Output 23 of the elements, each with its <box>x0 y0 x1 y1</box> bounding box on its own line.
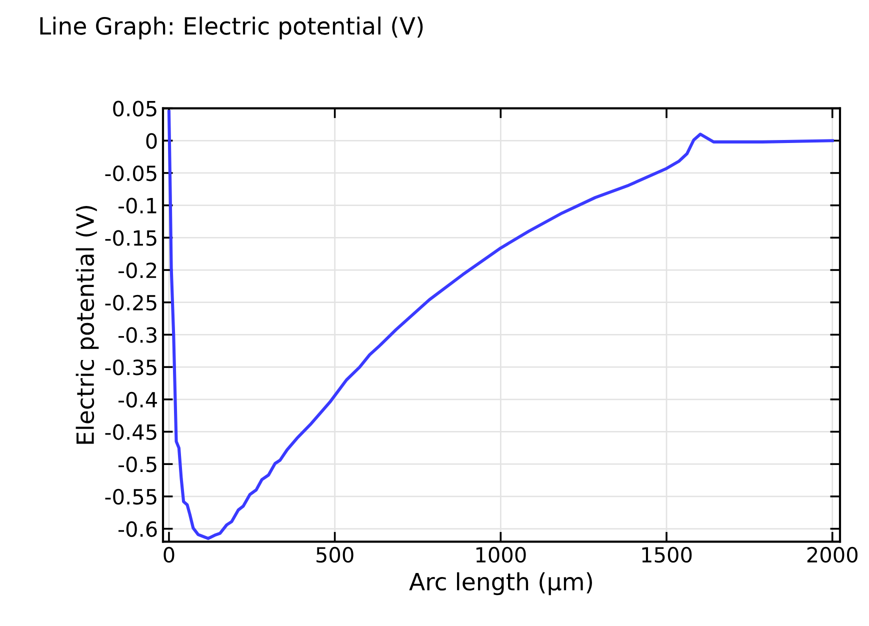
x-tick-label: 0 <box>164 546 174 563</box>
y-tick-label: -0.3 <box>118 327 156 343</box>
y-tick-label: -0.55 <box>105 488 156 505</box>
line-series <box>167 110 834 540</box>
chart-title: Line Graph: Electric potential (V) <box>40 16 423 40</box>
y-tick-label: 0 <box>146 133 157 149</box>
x-tick-label: 1000 <box>476 546 526 563</box>
y-tick-label: -0.4 <box>118 392 157 408</box>
y-tick-label: -0.05 <box>105 165 156 182</box>
y-tick-label: -0.15 <box>105 230 156 246</box>
x-tick-label: 500 <box>316 546 354 563</box>
y-tick-label: -0.6 <box>118 521 157 537</box>
y-tick-label: -0.25 <box>105 294 156 311</box>
x-tick-label: 2000 <box>807 546 858 563</box>
y-tick-label: -0.1 <box>118 198 156 214</box>
y-axis-title: Electric potential (V) <box>76 206 99 444</box>
y-tick-label: -0.5 <box>118 456 156 472</box>
y-tick-label: -0.2 <box>118 262 156 278</box>
x-tick-label: 1500 <box>642 546 692 563</box>
y-tick-label: -0.45 <box>105 424 156 440</box>
y-tick-label: -0.35 <box>105 360 156 376</box>
y-tick-label: 0.05 <box>113 100 156 117</box>
x-axis-title: Arc length (µm) <box>409 572 592 596</box>
